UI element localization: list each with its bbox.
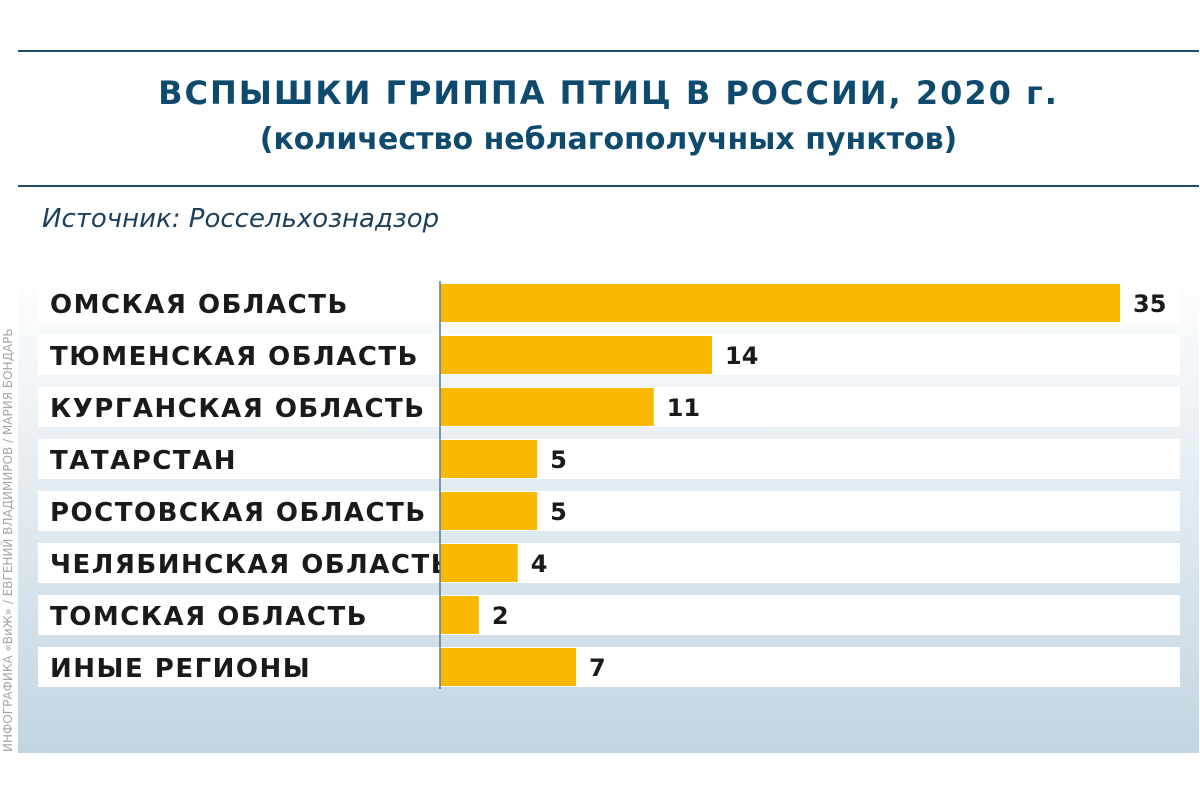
row-background — [38, 543, 1180, 583]
value-label: 2 — [492, 602, 509, 630]
category-label: ИНЫЕ РЕГИОНЫ — [50, 654, 311, 684]
bar — [440, 440, 538, 478]
category-label: ТАТАРСТАН — [50, 446, 237, 476]
value-label: 7 — [589, 654, 606, 682]
row-background — [38, 439, 1180, 479]
row-background — [38, 647, 1180, 687]
bar — [440, 388, 654, 426]
chart-subtitle: (количество неблагополучных пунктов) — [259, 122, 958, 157]
bar — [440, 544, 518, 582]
header-rule — [18, 185, 1199, 187]
category-label: ЧЕЛЯБИНСКАЯ ОБЛАСТЬ — [50, 550, 452, 580]
category-label: КУРГАНСКАЯ ОБЛАСТЬ — [50, 394, 426, 424]
value-label: 5 — [550, 498, 567, 526]
category-label: ОМСКАЯ ОБЛАСТЬ — [50, 290, 349, 320]
bar — [440, 336, 712, 374]
bar — [440, 492, 538, 530]
value-label: 35 — [1133, 290, 1166, 318]
row-background — [38, 595, 1180, 635]
row-background — [38, 491, 1180, 531]
category-label: ТЮМЕНСКАЯ ОБЛАСТЬ — [50, 342, 419, 372]
top-rule — [18, 50, 1199, 52]
category-label: РОСТОВСКАЯ ОБЛАСТЬ — [50, 498, 427, 528]
bar — [440, 648, 576, 686]
value-label: 5 — [550, 446, 567, 474]
bar — [440, 284, 1120, 322]
value-label: 14 — [725, 342, 758, 370]
category-label: ТОМСКАЯ ОБЛАСТЬ — [50, 602, 368, 632]
value-label: 11 — [667, 394, 700, 422]
source-note: Источник: Россельхознадзор — [42, 204, 440, 234]
chart-title: ВСПЫШКИ ГРИППА ПТИЦ В РОССИИ, 2020 г. — [158, 74, 1059, 112]
value-label: 4 — [531, 550, 548, 578]
bar — [440, 596, 479, 634]
